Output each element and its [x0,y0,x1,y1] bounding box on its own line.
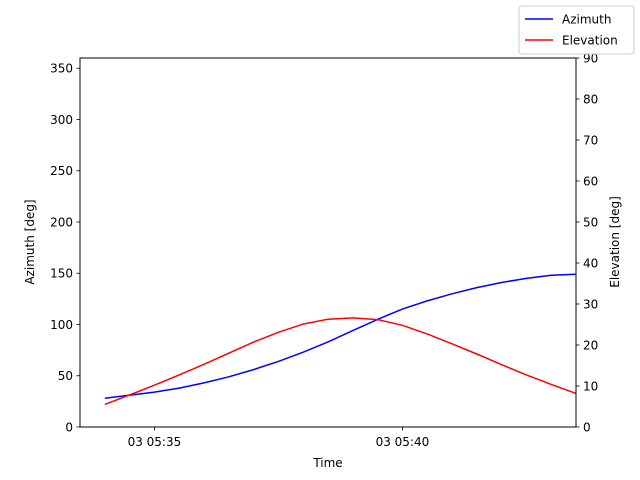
right-tick-label: 80 [583,92,598,106]
left-axis-label: Azimuth [deg] [23,199,37,284]
legend-entry-elevation: Elevation [562,33,618,47]
right-tick-label: 20 [583,338,598,352]
x-axis-label: Time [312,456,342,470]
left-tick-label: 300 [50,113,73,127]
right-tick-label: 90 [583,51,598,65]
right-tick-label: 10 [583,379,598,393]
legend-box [518,5,635,55]
right-tick-label: 40 [583,256,598,270]
plot-frame [79,57,577,428]
left-tick-label: 150 [50,267,73,281]
right-axis-ticks: 0 10 20 30 40 50 60 70 80 90 [576,51,598,434]
left-tick-label: 250 [50,164,73,178]
right-tick-label: 50 [583,215,598,229]
left-tick-label: 100 [50,318,73,332]
x-tick-label: 03 05:35 [128,435,182,449]
x-axis-ticks: 03 05:35 03 05:40 [128,427,430,449]
right-tick-label: 70 [583,133,598,147]
legend-entry-azimuth: Azimuth [562,12,611,26]
series-lines [104,273,577,406]
series-line-azimuth [104,273,577,400]
x-tick-label: 03 05:40 [376,435,430,449]
right-tick-label: 60 [583,174,598,188]
left-tick-label: 200 [50,215,73,229]
left-tick-label: 50 [58,369,73,383]
series-line-elevation [104,317,577,406]
left-tick-label: 350 [50,62,73,76]
right-axis-label: Elevation [deg] [608,196,622,288]
left-tick-label: 0 [65,420,73,434]
legend: Azimuth Elevation [518,5,635,55]
right-tick-label: 30 [583,297,598,311]
left-axis-ticks: 0 50 100 150 200 250 300 350 [50,62,80,434]
right-tick-label: 0 [583,420,591,434]
